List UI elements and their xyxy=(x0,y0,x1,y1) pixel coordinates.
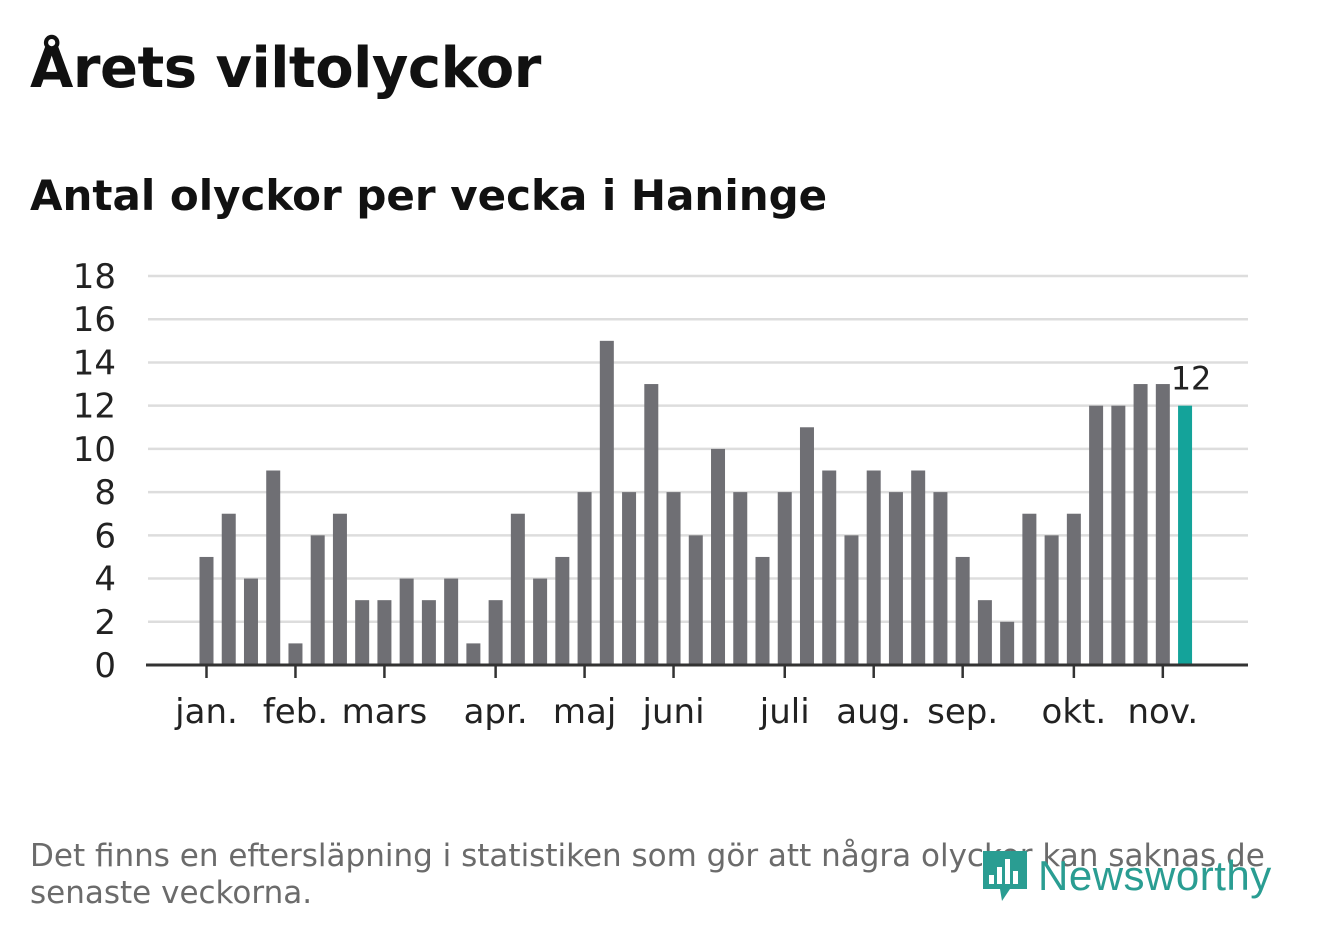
bar xyxy=(777,492,792,665)
bar xyxy=(577,492,592,665)
bar xyxy=(933,492,948,665)
bar xyxy=(266,470,281,665)
bar xyxy=(866,470,881,665)
x-tick-label: jan. xyxy=(174,692,238,732)
bar xyxy=(844,535,859,665)
bar xyxy=(977,600,992,665)
y-tick-label: 6 xyxy=(94,516,116,556)
bar xyxy=(888,492,903,665)
bar xyxy=(310,535,325,665)
bar xyxy=(822,470,837,665)
y-tick-label: 10 xyxy=(73,430,116,470)
bar xyxy=(799,427,814,665)
gridlines xyxy=(148,274,1248,624)
bar xyxy=(622,492,637,665)
bar xyxy=(666,492,681,665)
y-tick-label: 2 xyxy=(94,603,116,643)
newsworthy-brand: Newsworthy xyxy=(980,845,1272,907)
x-tick-label: juni xyxy=(642,692,705,732)
bar xyxy=(755,556,770,665)
bar xyxy=(288,643,303,665)
bar xyxy=(221,513,236,665)
bar xyxy=(510,513,525,665)
bar xyxy=(199,556,214,665)
bar xyxy=(1089,405,1104,665)
x-tick-label: okt. xyxy=(1042,692,1107,732)
x-tick-label: sep. xyxy=(927,692,998,732)
y-tick-label: 14 xyxy=(73,343,116,383)
bar xyxy=(688,535,703,665)
x-tick-label: apr. xyxy=(464,692,528,732)
bar xyxy=(711,448,726,665)
bar xyxy=(955,556,970,665)
bar xyxy=(733,492,748,665)
bar xyxy=(644,384,659,665)
x-tick-label: mars xyxy=(342,692,428,732)
y-tick-label: 16 xyxy=(73,300,116,340)
y-tick-label: 8 xyxy=(94,473,116,513)
bar xyxy=(399,578,414,665)
y-tick-label: 12 xyxy=(73,387,116,427)
bar xyxy=(1022,513,1037,665)
bar xyxy=(377,600,392,665)
bar xyxy=(444,578,459,665)
bars xyxy=(199,340,1193,665)
data-label-latest: 12 xyxy=(1171,360,1212,398)
bar xyxy=(355,600,370,665)
bar xyxy=(1000,621,1015,665)
bar xyxy=(1044,535,1059,665)
chart-title: Årets viltolyckor xyxy=(30,36,541,101)
bar xyxy=(1155,384,1170,665)
x-tick-label: aug. xyxy=(836,692,911,732)
bar xyxy=(599,340,614,665)
bar xyxy=(466,643,481,665)
bar xyxy=(1111,405,1126,665)
x-tick-label: maj xyxy=(553,692,616,732)
y-tick-label: 4 xyxy=(94,560,116,600)
y-tick-label: 18 xyxy=(73,257,116,297)
newsworthy-logo-icon xyxy=(983,851,1027,901)
chart-subtitle: Antal olyckor per vecka i Haninge xyxy=(30,171,828,220)
brand-name: Newsworthy xyxy=(1038,852,1272,899)
bar xyxy=(533,578,548,665)
x-tick-label: nov. xyxy=(1127,692,1198,732)
data-labels: 12 xyxy=(1171,360,1212,398)
bar-latest-week xyxy=(1178,405,1193,665)
bar xyxy=(1066,513,1081,665)
bar xyxy=(1133,384,1148,665)
footnote: Det finns en eftersläpning i statistiken… xyxy=(30,838,1265,911)
bar xyxy=(421,600,436,665)
bar xyxy=(488,600,503,665)
x-axis-ticks: jan. feb. mars apr. maj juni juli aug. sep. okt. n… xyxy=(174,665,1198,732)
bar xyxy=(243,578,258,665)
x-tick-label: feb. xyxy=(263,692,328,732)
bar xyxy=(911,470,926,665)
bar xyxy=(332,513,347,665)
x-tick-label: juli xyxy=(759,692,810,732)
y-tick-label: 0 xyxy=(94,646,116,686)
bar xyxy=(555,556,570,665)
